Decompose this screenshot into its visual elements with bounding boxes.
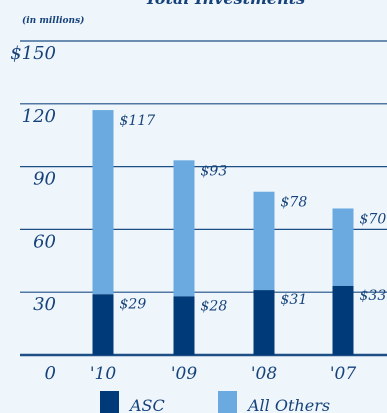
y-tick-label: 120 <box>22 106 56 127</box>
y-axis: 0 30 60 90 120 $150 <box>10 43 387 384</box>
chart-title: Total Investments <box>145 0 305 8</box>
units-note: (in millions) <box>22 15 84 26</box>
legend-item-asc-label: ASC <box>128 396 165 413</box>
legend-item-all-others-swatch <box>218 391 237 413</box>
x-tick-label: '08 <box>251 364 277 384</box>
total-label: $78 <box>281 195 308 211</box>
gridlines <box>20 40 387 293</box>
total-label: $117 <box>120 113 156 129</box>
bar-asc <box>173 296 195 355</box>
legend-item-asc-swatch <box>100 391 119 413</box>
legend: ASC All Others <box>100 391 330 413</box>
x-tick-label: '07 <box>330 364 356 384</box>
y-tick-label: 60 <box>33 231 56 252</box>
bar-asc <box>92 294 114 355</box>
asc-label: $31 <box>281 292 308 308</box>
x-tick-label: '09 <box>171 364 197 384</box>
bar-all-others <box>253 191 275 291</box>
y-tick-label: 0 <box>45 363 56 384</box>
bars: $117 $29 $93 $28 $78 $31 $70 $33 <box>92 110 387 355</box>
x-tick-label: '10 <box>90 364 116 384</box>
asc-label: $28 <box>201 298 228 314</box>
bar-all-others <box>332 208 354 286</box>
y-tick-label: $150 <box>10 43 56 64</box>
bar-asc <box>253 290 275 355</box>
total-label: $93 <box>201 163 228 179</box>
asc-label: $33 <box>360 288 387 304</box>
bar-all-others <box>173 160 195 297</box>
bar-asc <box>332 285 354 355</box>
legend-item-all-others-label: All Others <box>246 396 330 413</box>
x-axis: '10 '09 '08 '07 <box>90 364 356 384</box>
total-label: $70 <box>360 211 387 227</box>
y-tick-label: 30 <box>33 294 56 315</box>
y-tick-label: 90 <box>33 169 56 190</box>
asc-label: $29 <box>120 296 147 312</box>
bar-all-others <box>92 110 114 295</box>
